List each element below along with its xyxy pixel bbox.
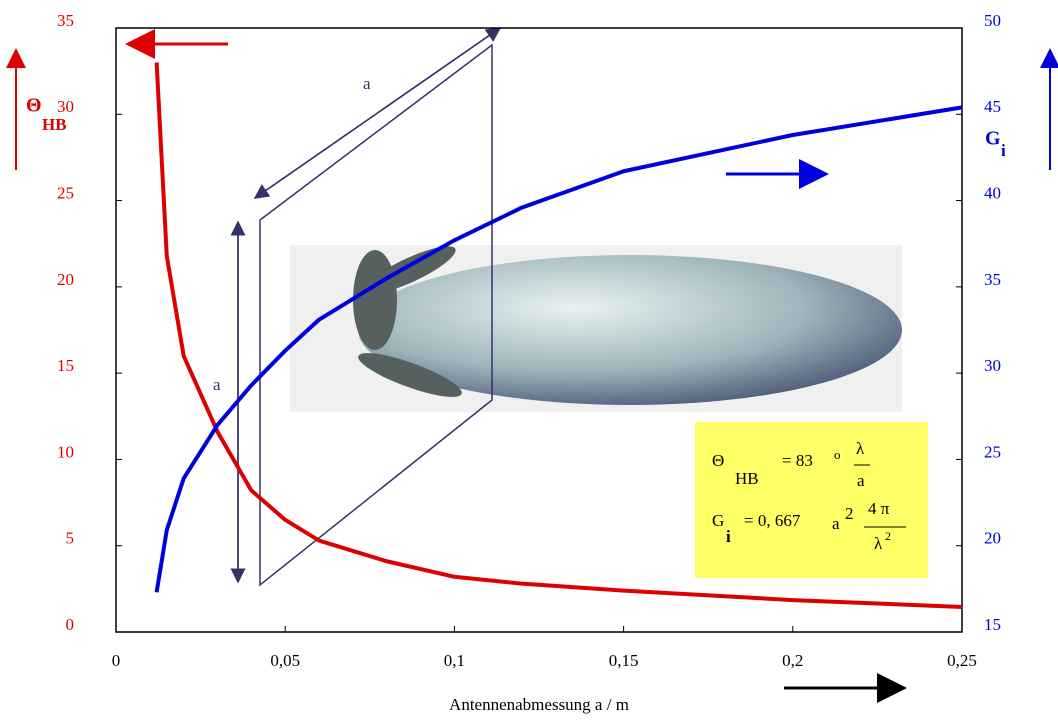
y2-tick-label: 35 [984,270,1001,289]
formula-text: λ [856,439,865,458]
main-lobe [358,255,902,405]
formula-text: 4 π [868,499,890,518]
formula-text: G [712,511,724,530]
side-lobes [353,246,462,397]
y2-tick-label: 15 [984,615,1001,634]
y2-tick-label: 25 [984,442,1001,461]
formula-text: o [834,447,841,462]
x-tick-label: 0,2 [782,651,803,670]
x-tick-label: 0,05 [270,651,300,670]
y2-axis-title: i [1001,141,1006,160]
y2-axis-title: G [985,128,1001,150]
formula-text: HB [735,469,759,488]
data-line [154,62,963,609]
y-tick-label: 25 [57,183,74,202]
formula-text: i [726,527,731,546]
y-tick-label: 15 [57,356,74,375]
x-axis-title: Antennenabmessung a / m [449,695,629,714]
formula-text: = 83 [782,451,813,470]
y2-tick-label: 40 [984,183,1001,202]
y-tick-label: 20 [57,270,74,289]
y2-tick-label: 30 [984,356,1001,375]
data-line [154,105,963,593]
x-tick-label: 0,15 [609,651,639,670]
y-axis-title: Θ [26,95,42,117]
y-tick-label: 35 [57,11,74,30]
formula-text: a [857,471,865,490]
y-tick-label: 0 [66,615,75,634]
formula-text: a [832,514,840,533]
x-tick-label: 0 [112,651,121,670]
plot-frame [115,27,963,633]
formula-text: Θ [712,451,724,470]
y-axis-title: HB [42,115,67,134]
y-tick-label: 30 [57,97,74,116]
formula-text: = 0, 667 [744,511,801,530]
formula: Θ HB = 83 o λ a G i = 0, 667 a 2 4 π λ 2 [712,439,906,553]
aperture-label: a [213,375,221,394]
formula-text: λ [874,534,883,553]
x-tick-label: 0,1 [444,651,465,670]
formula-text: 2 [845,504,854,523]
y2-tick-label: 50 [984,11,1001,30]
y2-tick-label: 20 [984,529,1001,548]
y-tick-label: 5 [66,529,75,548]
formula-text: 2 [885,529,891,543]
formula-box [695,422,928,578]
aperture-label: a [363,74,371,93]
x-tick-label: 0,25 [947,651,977,670]
y-tick-label: 10 [57,442,74,461]
y2-tick-label: 45 [984,97,1001,116]
